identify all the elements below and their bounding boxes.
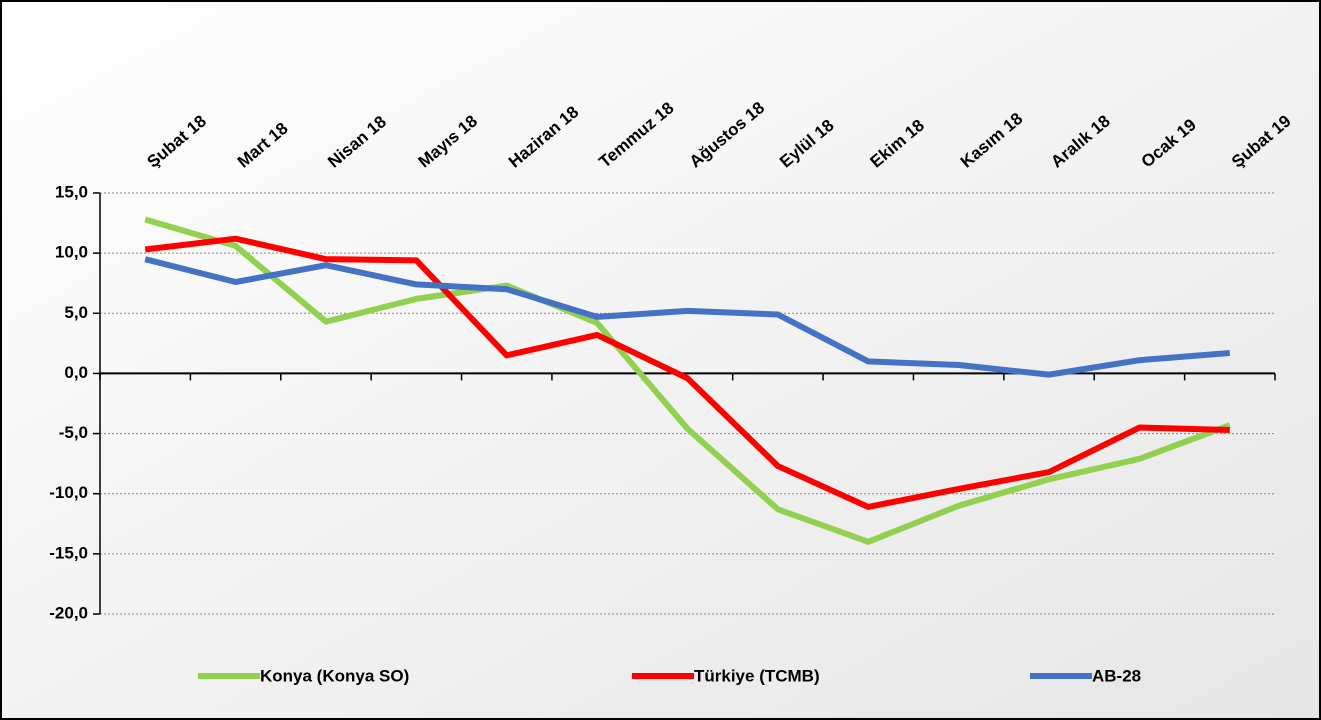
y-tick-label: 10,0 [55, 243, 88, 262]
y-tick-label: 0,0 [64, 363, 88, 382]
y-tick-label: -15,0 [49, 543, 88, 562]
legend-label: Türkiye (TCMB) [694, 666, 820, 685]
legend-label: Konya (Konya SO) [260, 666, 409, 685]
y-tick-label: -10,0 [49, 483, 88, 502]
series-line [144, 235, 1230, 510]
y-tick-label: -5,0 [59, 423, 88, 442]
y-tick-label: -20,0 [49, 603, 88, 622]
series-line [144, 216, 1231, 545]
y-tick-label: 5,0 [64, 303, 88, 322]
legend-label: AB-28 [1092, 666, 1141, 685]
series-line [144, 256, 1231, 378]
y-tick-label: 15,0 [55, 182, 88, 201]
